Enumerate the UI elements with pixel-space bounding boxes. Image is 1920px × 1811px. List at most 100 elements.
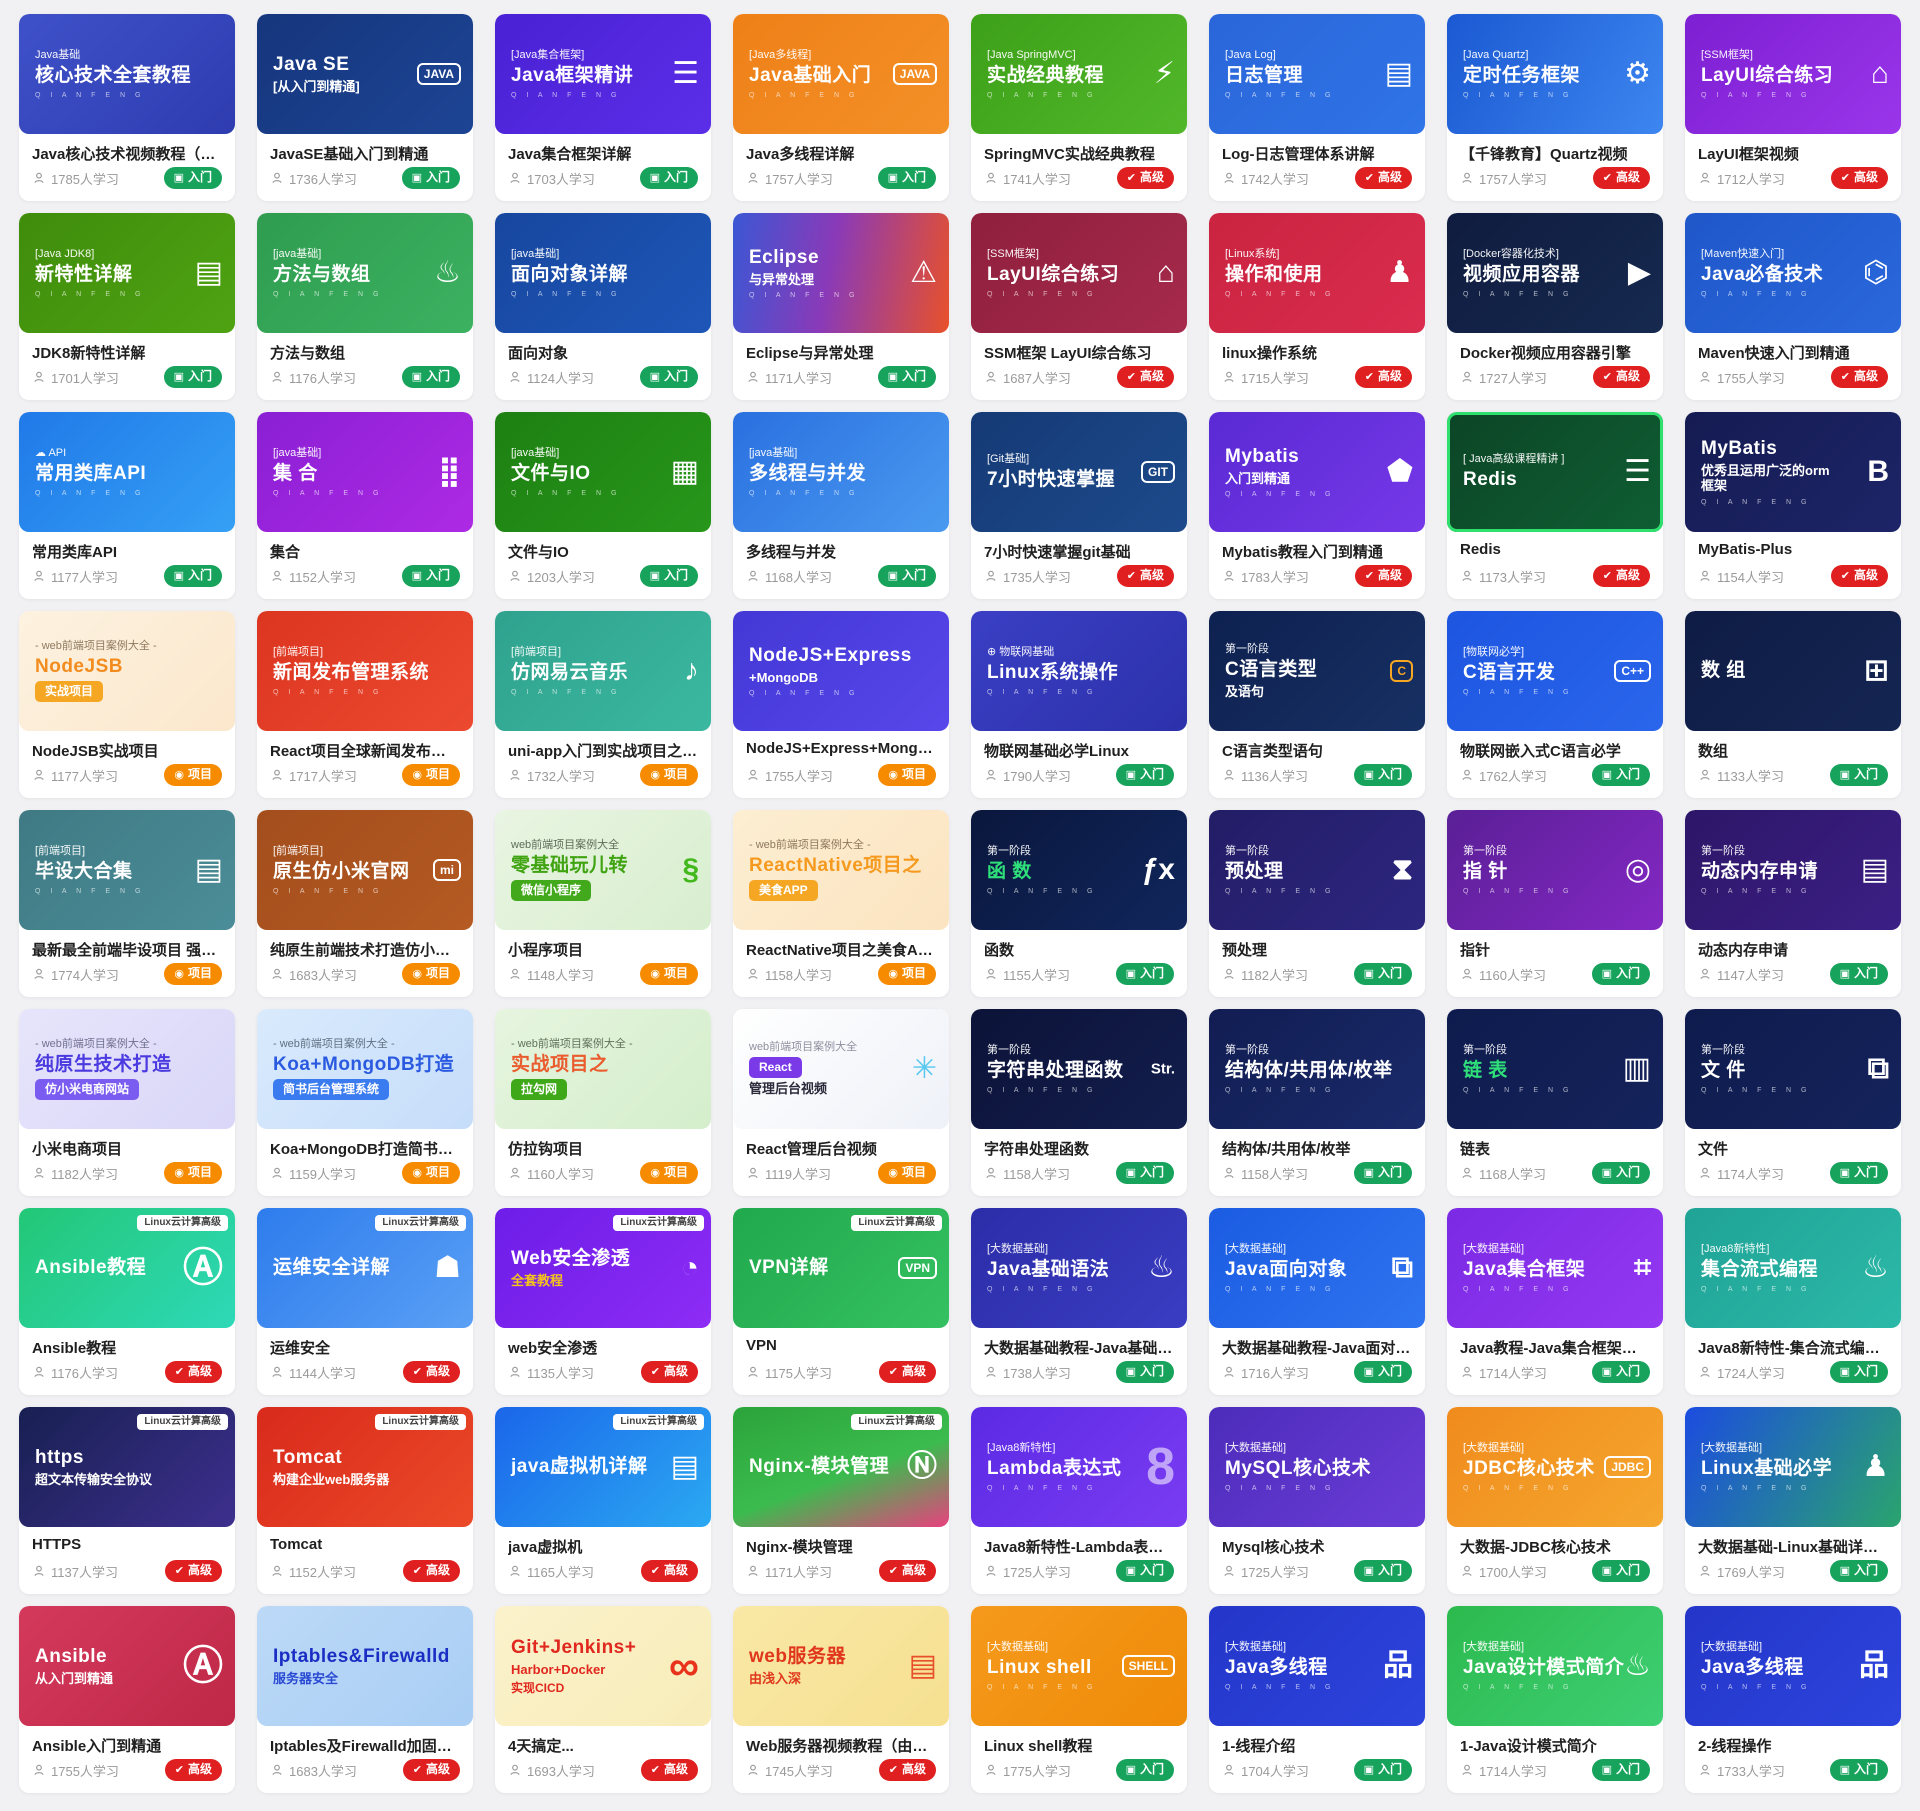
course-card[interactable]: [Java Log] 日志管理 Q I A N F E N G ▤ Log-日志…	[1209, 14, 1425, 201]
course-card[interactable]: [大数据基础] Java基础语法 Q I A N F E N G ♨ 大数据基础…	[971, 1208, 1187, 1395]
course-card[interactable]: [大数据基础] Java设计模式简介 Q I A N F E N G ♨ 1-J…	[1447, 1606, 1663, 1793]
course-card[interactable]: Git+Jenkins+ Harbor+Docker 实现CICD ∞ 4天搞定…	[495, 1606, 711, 1793]
course-card[interactable]: [大数据基础] Linux shell Q I A N F E N G SHEL…	[971, 1606, 1187, 1793]
course-card[interactable]: Linux云计算高级 Ansible教程 Ⓐ Ansible教程 1176人学习…	[19, 1208, 235, 1395]
course-card[interactable]: - web前端项目案例大全 - ReactNative项目之 美食APP Rea…	[733, 810, 949, 997]
course-card[interactable]: [Docker容器化技术] 视频应用容器 Q I A N F E N G ▶ D…	[1447, 213, 1663, 400]
course-card[interactable]: 第一阶段 文 件 Q I A N F E N G ⧉ 文件 1174人学习 ▣ …	[1685, 1009, 1901, 1196]
course-card[interactable]: [Java Quartz] 定时任务框架 Q I A N F E N G ⚙ 【…	[1447, 14, 1663, 201]
course-card[interactable]: 第一阶段 结构体/共用体/枚举 Q I A N F E N G 结构体/共用体/…	[1209, 1009, 1425, 1196]
course-card[interactable]: [前端项目] 新闻发布管理系统 Q I A N F E N G React项目全…	[257, 611, 473, 798]
student-count: 1168人学习	[1479, 1166, 1546, 1182]
course-card[interactable]: 第一阶段 C语言类型 及语句 C C语言类型语句 1136人学习 ▣ 入门	[1209, 611, 1425, 798]
course-title: Mybatis教程入门到精通	[1222, 544, 1383, 561]
course-title: Java多线程详解	[746, 146, 855, 163]
level-badge: ✔ 高级	[1830, 565, 1888, 587]
course-card[interactable]: [ Java高级课程精讲 ] Redis ☰ Redis 1173人学习 ✔ 高…	[1447, 412, 1663, 599]
course-card[interactable]: - web前端项目案例大全 - NodeJSB 实战项目 NodeJSB实战项目…	[19, 611, 235, 798]
thumb-brand: Q I A N F E N G	[987, 1684, 1097, 1692]
course-card[interactable]: MyBatis 优秀且运用广泛的orm框架 Q I A N F E N G B …	[1685, 412, 1901, 599]
course-card[interactable]: [前端项目] 毕设大合集 Q I A N F E N G ▤ 最新最全前端毕设项…	[19, 810, 235, 997]
thumb-tag: [java基础]	[273, 446, 322, 459]
course-card[interactable]: ☁ API 常用类库API Q I A N F E N G 常用类库API 11…	[19, 412, 235, 599]
course-card[interactable]: Ansible 从入门到精通 Ⓐ Ansible入门到精通 1755人学习 ✔ …	[19, 1606, 235, 1793]
course-card[interactable]: ⊕ 物联网基础 Linux系统操作 Q I A N F E N G 物联网基础必…	[971, 611, 1187, 798]
course-card[interactable]: Iptables&Firewalld 服务器安全 Iptables及Firewa…	[257, 1606, 473, 1793]
course-meta: Java教程-Java集合框架精讲（... 1714人学习 ▣ 入门	[1447, 1328, 1663, 1395]
course-card[interactable]: [java基础] 面向对象详解 Q I A N F E N G 面向对象 112…	[495, 213, 711, 400]
course-card[interactable]: 第一阶段 链 表 Q I A N F E N G ▥ 链表 1168人学习 ▣ …	[1447, 1009, 1663, 1196]
course-card[interactable]: [Java多线程] Java基础入门 Q I A N F E N G JAVA …	[733, 14, 949, 201]
course-card[interactable]: Linux云计算高级 https 超文本传输安全协议 HTTPS 1137人学习…	[19, 1407, 235, 1594]
student-count: 1687人学习	[1003, 370, 1071, 386]
course-meta: ReactNative项目之美食App 1158人学习 ◉ 项目	[733, 930, 949, 997]
course-card[interactable]: [大数据基础] Java集合框架 Q I A N F E N G ⌗ Java教…	[1447, 1208, 1663, 1395]
course-card[interactable]: Linux云计算高级 Tomcat 构建企业web服务器 Tomcat 1152…	[257, 1407, 473, 1594]
course-card[interactable]: [Java集合框架] Java框架精讲 Q I A N F E N G ☰ Ja…	[495, 14, 711, 201]
course-card[interactable]: [大数据基础] Java面向对象 Q I A N F E N G ⧉ 大数据基础…	[1209, 1208, 1425, 1395]
course-card[interactable]: Mybatis 入门到精通 Q I A N F E N G ⬟ Mybatis教…	[1209, 412, 1425, 599]
course-card[interactable]: Linux云计算高级 java虚拟机详解 ▤ java虚拟机 1165人学习 ✔…	[495, 1407, 711, 1594]
course-card[interactable]: [Java8新特性] Lambda表达式 Q I A N F E N G 8 J…	[971, 1407, 1187, 1594]
course-card[interactable]: web服务器 由浅入深 ▤ Web服务器视频教程（由浅入... 1745人学习 …	[733, 1606, 949, 1793]
course-card[interactable]: Linux云计算高级 运维安全详解 ☗ 运维安全 1144人学习 ✔ 高级	[257, 1208, 473, 1395]
person-icon	[1224, 1167, 1234, 1179]
badge-label: 高级	[901, 1762, 926, 1777]
course-card[interactable]: [大数据基础] MySQL核心技术 Q I A N F E N G Mysql核…	[1209, 1407, 1425, 1594]
person-icon	[1462, 371, 1472, 383]
course-meta: 运维安全 1144人学习 ✔ 高级	[257, 1328, 473, 1395]
course-card[interactable]: web前端项目案例大全 零基础玩儿转 微信小程序 § 小程序项目 1148人学习…	[495, 810, 711, 997]
course-card[interactable]: [大数据基础] JDBC核心技术 Q I A N F E N G JDBC 大数…	[1447, 1407, 1663, 1594]
course-card[interactable]: Java SE [从入门到精通] JAVA JavaSE基础入门到精通 1736…	[257, 14, 473, 201]
course-card[interactable]: [SSM框架] LayUI综合练习 Q I A N F E N G ⌂ SSM框…	[971, 213, 1187, 400]
course-card[interactable]: [Java SpringMVC] 实战经典教程 Q I A N F E N G …	[971, 14, 1187, 201]
course-thumbnail: [大数据基础] Linux shell Q I A N F E N G SHEL…	[971, 1606, 1187, 1726]
course-thumbnail: 第一阶段 链 表 Q I A N F E N G ▥	[1447, 1009, 1663, 1129]
course-card[interactable]: Eclipse 与异常处理 Q I A N F E N G ⚠ Eclipse与…	[733, 213, 949, 400]
course-card[interactable]: 数 组 ⊞ 数组 1133人学习 ▣ 入门	[1685, 611, 1901, 798]
course-card[interactable]: 第一阶段 动态内存申请 Q I A N F E N G ▤ 动态内存申请 114…	[1685, 810, 1901, 997]
course-card[interactable]: [Maven快速入门] Java必备技术 Q I A N F E N G ⌬ M…	[1685, 213, 1901, 400]
course-card[interactable]: [前端项目] 原生仿小米官网 Q I A N F E N G mi 纯原生前端技…	[257, 810, 473, 997]
course-card[interactable]: Linux云计算高级 Web安全渗透 全套教程 ◔ web安全渗透 1135人学…	[495, 1208, 711, 1395]
course-card[interactable]: [java基础] 多线程与并发 Q I A N F E N G 多线程与并发 1…	[733, 412, 949, 599]
person-icon	[272, 371, 282, 383]
course-card[interactable]: - web前端项目案例大全 - 实战项目之 拉勾网 仿拉钩项目 1160人学习 …	[495, 1009, 711, 1196]
badge-label: 高级	[1139, 568, 1164, 583]
course-card[interactable]: Linux云计算高级 VPN详解 VPN VPN 1175人学习 ✔ 高级	[733, 1208, 949, 1395]
course-card[interactable]: - web前端项目案例大全 - Koa+MongoDB打造 简书后台管理系统 K…	[257, 1009, 473, 1196]
course-card[interactable]: [大数据基础] Java多线程 Q I A N F E N G 品 2-线程操作…	[1685, 1606, 1901, 1793]
course-card[interactable]: 第一阶段 指 针 Q I A N F E N G ◎ 指针 1160人学习 ▣ …	[1447, 810, 1663, 997]
thumb-title: 方法与数组	[273, 264, 371, 286]
course-card[interactable]: 第一阶段 字符串处理函数 Q I A N F E N G Str. 字符串处理函…	[971, 1009, 1187, 1196]
course-card[interactable]: [Java8新特性] 集合流式编程 Q I A N F E N G ♨ Java…	[1685, 1208, 1901, 1395]
course-card[interactable]: 第一阶段 函 数 Q I A N F E N G ƒx 函数 1155人学习 ▣…	[971, 810, 1187, 997]
level-badge: ▣ 入门	[1829, 1361, 1888, 1383]
thumb-icon: ƒx	[1141, 853, 1175, 886]
thumb-brand: Q I A N F E N G	[1463, 1485, 1573, 1493]
course-card[interactable]: [物联网必学] C语言开发 Q I A N F E N G C++ 物联网嵌入式…	[1447, 611, 1663, 798]
course-card[interactable]: [Git基础] 7小时快速掌握 GIT 7小时快速掌握git基础 1735人学习…	[971, 412, 1187, 599]
course-card[interactable]: [Linux系统] 操作和使用 Q I A N F E N G ♟ linux操…	[1209, 213, 1425, 400]
course-card[interactable]: [SSM框架] LayUI综合练习 Q I A N F E N G ⌂ LayU…	[1685, 14, 1901, 201]
course-card[interactable]: [java基础] 集 合 Q I A N F E N G ⣿ 集合 1152人学…	[257, 412, 473, 599]
course-card[interactable]: [前端项目] 仿网易云音乐 Q I A N F E N G ♪ uni-app入…	[495, 611, 711, 798]
student-count-wrap: 1152人学习	[270, 1562, 356, 1581]
course-card[interactable]: [java基础] 方法与数组 Q I A N F E N G ♨ 方法与数组 1…	[257, 213, 473, 400]
course-card[interactable]: [大数据基础] Java多线程 Q I A N F E N G 品 1-线程介绍…	[1209, 1606, 1425, 1793]
course-card[interactable]: [java基础] 文件与IO Q I A N F E N G ▦ 文件与IO 1…	[495, 412, 711, 599]
thumb-tag: [ Java高级课程精讲 ]	[1463, 452, 1565, 465]
course-title: Ansible入门到精通	[32, 1738, 162, 1755]
level-badge: ◉ 项目	[878, 963, 936, 985]
course-card[interactable]: [Java JDK8] 新特性详解 Q I A N F E N G ▤ JDK8…	[19, 213, 235, 400]
course-card[interactable]: 第一阶段 预处理 Q I A N F E N G ⧗ 预处理 1182人学习 ▣…	[1209, 810, 1425, 997]
course-card[interactable]: NodeJS+Express +MongoDB Q I A N F E N G …	[733, 611, 949, 798]
course-card[interactable]: Java基础 核心技术全套教程 Q I A N F E N G Java核心技术…	[19, 14, 235, 201]
course-meta: 指针 1160人学习 ▣ 入门	[1447, 930, 1663, 997]
course-card[interactable]: web前端项目案例大全 React 管理后台视频 ✳ React管理后台视频 1…	[733, 1009, 949, 1196]
course-card[interactable]: - web前端项目案例大全 - 纯原生技术打造 仿小米电商网站 小米电商项目 1…	[19, 1009, 235, 1196]
course-card[interactable]: [大数据基础] Linux基础必学 Q I A N F E N G ♟ 大数据基…	[1685, 1407, 1901, 1594]
badge-icon: ◉	[412, 1166, 422, 1179]
course-card[interactable]: Linux云计算高级 Nginx-模块管理 Ⓝ Nginx-模块管理 1171人…	[733, 1407, 949, 1594]
thumb-tag: 第一阶段	[1463, 1043, 1507, 1056]
